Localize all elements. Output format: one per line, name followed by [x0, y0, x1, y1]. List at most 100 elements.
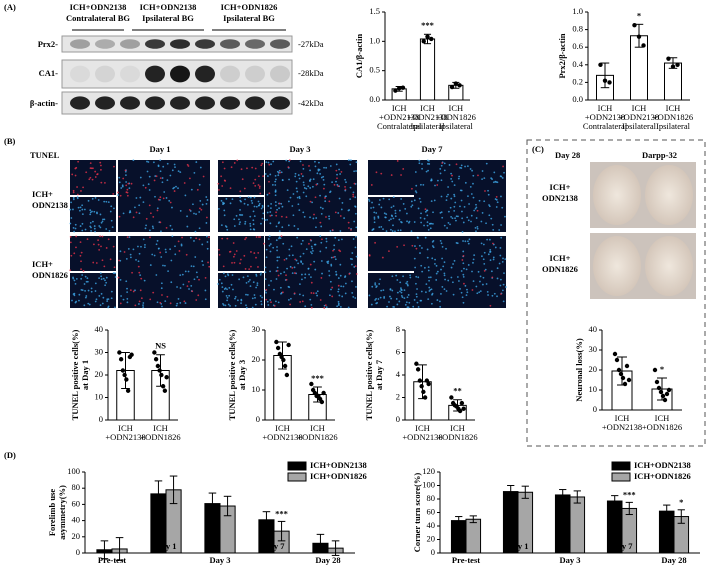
micrograph-cell	[471, 289, 474, 291]
micrograph-cell	[185, 253, 188, 256]
micrograph-cell	[427, 266, 430, 269]
micrograph-cell	[301, 273, 303, 276]
day-label: Day 7	[421, 144, 443, 154]
micrograph-cell	[351, 292, 354, 294]
day-label: Day 1	[149, 144, 170, 154]
micrograph-cell	[101, 235, 104, 238]
micrograph-cell	[142, 184, 145, 187]
micrograph-cell	[226, 237, 229, 240]
micrograph-cell	[496, 277, 499, 280]
micrograph-cell	[454, 217, 456, 220]
micrograph-cell	[371, 201, 373, 204]
blot-band	[95, 39, 115, 49]
micrograph-cell	[80, 251, 83, 254]
micrograph-cell	[91, 210, 93, 213]
micrograph-cell	[430, 200, 433, 203]
micrograph-cell	[224, 180, 227, 182]
micrograph-cell	[233, 162, 236, 164]
micrograph-cell	[151, 253, 154, 256]
micrograph-cell	[231, 261, 233, 264]
micrograph-cell	[339, 230, 342, 232]
micrograph	[368, 236, 414, 271]
micrograph-cell	[405, 212, 408, 215]
micrograph-cell	[341, 202, 344, 204]
micrograph-cell	[446, 227, 449, 229]
micrograph-cell	[265, 256, 268, 259]
micrograph-cell	[169, 248, 172, 251]
micrograph-cell	[132, 290, 135, 293]
data-point	[614, 357, 620, 363]
micrograph-cell	[380, 289, 383, 292]
micrograph-cell	[253, 205, 256, 208]
micrograph-cell	[184, 302, 187, 304]
micrograph-cell	[482, 276, 485, 279]
blot-band	[245, 39, 265, 49]
micrograph-cell	[341, 295, 344, 298]
micrograph-cell	[274, 184, 277, 186]
data-point	[421, 39, 426, 44]
y-tick-label: 20	[427, 533, 436, 543]
micrograph-cell	[450, 215, 453, 218]
micrograph-cell	[315, 217, 318, 219]
micrograph-cell	[142, 238, 145, 241]
micrograph-cell	[302, 164, 304, 166]
micrograph-cell	[472, 196, 475, 199]
data-point	[286, 342, 291, 348]
micrograph-cell	[260, 300, 263, 303]
micrograph-cell	[301, 300, 304, 303]
micrograph-cell	[221, 161, 224, 164]
micrograph-cell	[239, 258, 242, 261]
micrograph-cell	[308, 242, 310, 245]
y-tick-label: 1.5	[369, 6, 380, 16]
micrograph-cell	[329, 294, 331, 297]
y-tick-label: 0.2	[572, 76, 583, 86]
y-tick-label: 20	[95, 369, 104, 379]
micrograph-cell	[265, 248, 268, 251]
micrograph-cell	[222, 265, 225, 268]
significance-label: *	[660, 364, 664, 374]
data-point	[457, 408, 463, 414]
micrograph-cell	[331, 295, 334, 298]
micrograph-cell	[126, 287, 128, 290]
micrograph-cell	[314, 268, 317, 271]
micrograph-cell	[243, 254, 246, 257]
micrograph-cell	[104, 279, 106, 282]
micrograph-cell	[75, 300, 78, 303]
micrograph-cell	[388, 301, 390, 303]
micrograph-cell	[469, 168, 472, 170]
micrograph-cell	[278, 202, 281, 205]
blot-band	[220, 96, 240, 110]
micrograph-cell	[84, 289, 86, 292]
micrograph-cell	[451, 180, 454, 183]
micrograph-cell	[418, 197, 421, 200]
micrograph-cell	[234, 297, 236, 300]
micrograph-cell	[239, 209, 241, 211]
micrograph-cell	[367, 198, 370, 201]
micrograph-cell	[126, 301, 129, 304]
micrograph-cell	[434, 262, 436, 265]
micrograph-cell	[267, 304, 270, 306]
micrograph-cell	[270, 214, 273, 217]
micrograph-cell	[137, 245, 139, 248]
micrograph-cell	[126, 291, 129, 293]
data-point	[658, 389, 664, 395]
micrograph-cell	[337, 284, 340, 287]
micrograph-cell	[458, 175, 461, 178]
y-tick-label: 0	[431, 547, 435, 557]
micrograph-cell	[79, 254, 82, 257]
micrograph-cell	[270, 207, 272, 210]
micrograph-cell	[461, 210, 463, 213]
micrograph-cell	[142, 302, 145, 304]
micrograph-cell	[218, 278, 221, 281]
micrograph-cell	[140, 277, 143, 280]
micrograph-cell	[270, 203, 272, 205]
micrograph-cell	[440, 164, 443, 167]
micrograph-cell	[338, 249, 341, 252]
micrograph-cell	[119, 278, 122, 281]
micrograph-cell	[275, 278, 278, 280]
micrograph-cell	[309, 169, 311, 172]
micrograph-cell	[248, 279, 251, 281]
micrograph-cell	[395, 274, 398, 277]
x-tick-label: ICH	[118, 423, 133, 433]
micrograph-cell	[260, 222, 262, 225]
